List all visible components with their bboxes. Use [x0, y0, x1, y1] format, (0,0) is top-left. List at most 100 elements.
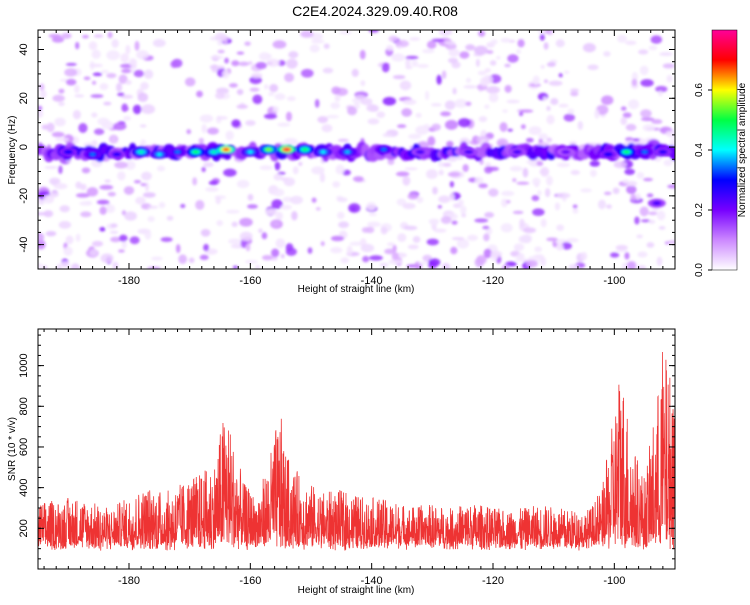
- heatmap-speckle: [51, 36, 65, 43]
- heatmap-speckle: [249, 87, 260, 92]
- colorbar-tick-label: 0.2: [694, 203, 705, 217]
- heatmap-speckle: [477, 70, 487, 76]
- heatmap-speckle: [109, 230, 119, 235]
- heatmap-speckle: [506, 99, 520, 104]
- heatmap-speckle: [367, 118, 380, 125]
- heatmap-speckle: [326, 114, 340, 119]
- spectrogram-y-axis-label: Frequency (Hz): [7, 116, 18, 185]
- heatmap-speckle: [121, 240, 127, 249]
- heatmap-speckle: [124, 211, 138, 221]
- heatmap-speckle: [332, 181, 341, 188]
- heatmap-speckle: [391, 53, 406, 62]
- heatmap-speckle: [639, 206, 649, 217]
- heatmap-speckle: [594, 109, 600, 119]
- heatmap-speckle: [298, 161, 303, 167]
- heatmap-speckle: [531, 195, 540, 202]
- heatmap-speckle: [392, 75, 406, 80]
- heatmap-speckle: [152, 39, 166, 48]
- heatmap-speckle: [273, 173, 283, 181]
- heatmap-speckle: [114, 161, 128, 169]
- heatmap-speckle: [490, 250, 503, 258]
- heatmap-speckle: [198, 137, 205, 144]
- heatmap-speckle: [184, 77, 196, 87]
- heatmap-speckle: [376, 111, 386, 118]
- heatmap-speckle: [501, 264, 510, 269]
- heatmap-speckle: [536, 161, 544, 167]
- heatmap-speckle: [488, 92, 499, 103]
- heatmap-speckle: [96, 199, 110, 205]
- heatmap-speckle: [567, 108, 575, 115]
- heatmap-speckle: [399, 80, 412, 91]
- heatmap-speckle: [217, 49, 225, 54]
- heatmap-speckle: [58, 220, 72, 229]
- heatmap-speckle: [106, 72, 117, 79]
- heatmap-speckle: [205, 186, 219, 192]
- heatmap-speckle: [83, 142, 96, 148]
- heatmap-speckle: [505, 261, 517, 267]
- heatmap-speckle: [380, 226, 388, 235]
- heatmap-speckle: [444, 100, 456, 110]
- heatmap-speckle: [123, 186, 135, 195]
- heatmap-speckle: [271, 248, 280, 258]
- heatmap-speckle: [441, 70, 447, 80]
- heatmap-speckle: [310, 39, 325, 44]
- heatmap-speckle: [540, 218, 547, 228]
- heatmap-speckle: [538, 133, 548, 140]
- heatmap-speckle: [261, 232, 268, 240]
- heatmap-speckle: [561, 242, 572, 250]
- heatmap-speckle: [245, 242, 251, 252]
- heatmap-speckle: [639, 65, 649, 76]
- heatmap-speckle: [444, 40, 456, 46]
- heatmap-hotspot-core: [266, 148, 272, 151]
- heatmap-speckle: [268, 92, 275, 96]
- heatmap-speckle: [263, 113, 278, 120]
- heatmap-speckle: [132, 104, 142, 115]
- heatmap-speckle: [124, 160, 136, 170]
- heatmap-speckle: [528, 126, 542, 136]
- heatmap-speckle: [589, 169, 597, 178]
- heatmap-speckle: [638, 49, 649, 55]
- snr-series-line: [38, 351, 675, 551]
- y-tick-label: 0: [18, 144, 30, 150]
- heatmap-hotspot-core: [247, 150, 253, 154]
- heatmap-speckle: [217, 116, 228, 120]
- heatmap-speckle: [106, 50, 120, 61]
- heatmap-speckle: [286, 96, 296, 102]
- heatmap-speckle: [426, 238, 439, 246]
- heatmap-speckle: [112, 122, 127, 131]
- heatmap-speckle: [78, 123, 88, 133]
- heatmap-speckle: [474, 218, 489, 223]
- heatmap-speckle: [280, 204, 293, 210]
- heatmap-speckle: [231, 119, 241, 128]
- heatmap-speckle: [474, 176, 484, 185]
- heatmap-speckle: [166, 215, 174, 221]
- heatmap-speckle: [315, 207, 321, 211]
- heatmap-speckle: [38, 263, 44, 269]
- heatmap-speckle: [236, 88, 244, 96]
- heatmap-speckle: [360, 243, 375, 253]
- colorbar-tick-label: 0.4: [694, 143, 705, 157]
- heatmap-speckle: [433, 228, 447, 233]
- heatmap-speckle: [450, 193, 455, 202]
- heatmap-speckle: [360, 97, 373, 106]
- heatmap-speckle: [129, 58, 137, 68]
- heatmap-speckle: [465, 101, 472, 106]
- heatmap-speckle: [626, 185, 637, 195]
- heatmap-speckle: [577, 120, 584, 130]
- heatmap-speckle: [465, 44, 476, 51]
- heatmap-speckle: [450, 246, 458, 255]
- heatmap-speckle: [544, 187, 551, 198]
- heatmap-speckle: [285, 243, 294, 252]
- figure-title: C2E4.2024.329.09.40.R08: [292, 3, 458, 19]
- heatmap-speckle: [517, 39, 525, 48]
- heatmap-speckle: [203, 162, 214, 168]
- heatmap-speckle: [488, 188, 499, 197]
- heatmap-speckle: [636, 171, 645, 179]
- heatmap-speckle: [603, 51, 611, 57]
- heatmap-speckle: [628, 99, 640, 110]
- heatmap-speckle: [478, 183, 488, 189]
- heatmap-speckle: [409, 37, 421, 41]
- heatmap-speckle: [272, 105, 279, 113]
- heatmap-speckle: [140, 182, 147, 187]
- heatmap-speckle: [81, 167, 91, 174]
